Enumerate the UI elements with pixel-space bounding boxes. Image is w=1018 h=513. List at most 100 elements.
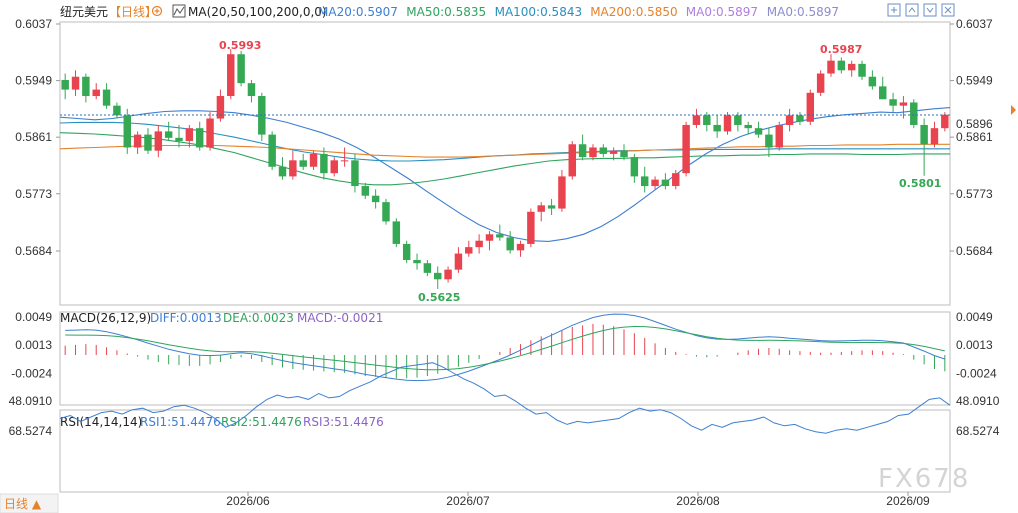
rsi2-value: RSI2:51.4476 — [221, 415, 302, 429]
candle — [371, 189, 380, 209]
candle-body — [785, 115, 794, 125]
candle-body — [330, 160, 338, 174]
candle — [837, 57, 846, 74]
ma-line-ma200 — [59, 143, 950, 158]
candle-body — [237, 54, 245, 84]
candle — [268, 131, 276, 170]
candle — [661, 173, 670, 190]
macd-axis-right: 0.0049 0.0013 -0.0024 — [956, 310, 997, 381]
candle-body — [392, 221, 401, 244]
macd-panel-frame — [59, 311, 951, 406]
candle — [547, 198, 556, 215]
ma-value: MA0:0.5897 — [686, 5, 758, 19]
candle — [175, 124, 183, 148]
candle — [682, 121, 690, 177]
candle-body — [537, 205, 545, 212]
candle — [796, 112, 804, 125]
candle-body — [402, 243, 411, 261]
candle-body — [361, 186, 370, 196]
last-price-value: 0.5896 — [956, 117, 993, 131]
candle — [71, 70, 80, 97]
ma-line-ma20 — [59, 107, 951, 242]
candles — [61, 49, 949, 289]
candle-body — [599, 147, 608, 154]
candle-body — [320, 153, 328, 174]
candle-body — [568, 144, 576, 177]
candle — [889, 92, 897, 113]
period-label[interactable]: 【日线】 — [109, 5, 157, 19]
macd-diff-line — [65, 313, 945, 382]
candle-body — [382, 202, 390, 222]
ma-line-ma50 — [59, 132, 950, 186]
candle — [806, 89, 815, 125]
candle — [568, 141, 576, 180]
candle-body — [816, 73, 825, 93]
candle-body — [630, 157, 639, 177]
candle-body — [620, 150, 628, 158]
low-annotation-1: 0.5625 — [418, 291, 460, 304]
candle — [444, 266, 452, 283]
candle — [723, 112, 732, 135]
candle-body — [651, 179, 659, 187]
arrow-up-icon[interactable] — [905, 3, 919, 17]
candle-body — [413, 260, 421, 264]
header-bar: 纽元美元 【日线】 MA(20,50,100,200,0,0) MA20:0.5… — [60, 3, 955, 19]
candle — [382, 198, 390, 225]
symbol-label: 纽元美元 — [60, 5, 108, 19]
candle — [361, 182, 370, 199]
price-tick-left: 0.5773 — [15, 187, 52, 201]
macd-tick-left: 0.0013 — [15, 338, 52, 352]
candle — [475, 234, 483, 254]
candle-body — [154, 131, 163, 151]
candle — [278, 157, 287, 180]
macd-tick-left: 0.0049 — [15, 310, 52, 324]
candle — [920, 118, 928, 176]
price-tick-right: 0.5949 — [956, 74, 993, 88]
candle-body — [941, 114, 949, 129]
candle — [785, 108, 794, 132]
candle-body — [682, 124, 690, 174]
candle — [123, 108, 131, 154]
candle — [703, 112, 711, 132]
rsi-panel-frame — [59, 409, 951, 493]
candle — [847, 60, 856, 77]
candle — [216, 89, 225, 122]
watermark-logo: FX678 — [878, 464, 970, 494]
arrow-down-icon[interactable] — [923, 3, 937, 17]
candle — [516, 240, 525, 257]
macd-tick-right: 0.0013 — [956, 338, 993, 352]
candle — [558, 169, 566, 212]
candle — [827, 54, 835, 77]
period-selector-button[interactable]: 日线 ▲ — [0, 493, 59, 513]
macd-value: MACD:-0.0021 — [297, 311, 383, 325]
rsi-line-path — [59, 362, 951, 434]
time-tick-label: 2026/09 — [886, 494, 930, 508]
candle — [423, 260, 432, 277]
candle-body — [516, 243, 525, 251]
macd-axis-left: 0.0049 0.0013 -0.0024 — [11, 310, 52, 381]
close-icon[interactable] — [941, 3, 955, 17]
chart-settings-icon[interactable] — [887, 3, 901, 17]
candle-body — [754, 128, 763, 135]
price-tick-right: 0.5861 — [956, 130, 993, 144]
candle — [454, 247, 463, 273]
candle-body — [454, 253, 463, 270]
candle-body — [485, 234, 494, 241]
candle — [61, 73, 69, 100]
candle-body — [227, 54, 235, 97]
macd-tick-right: 0.0049 — [956, 310, 993, 324]
low-annotation-2: 0.5801 — [899, 177, 941, 190]
candle-body — [71, 76, 80, 90]
zoom-icon[interactable] — [151, 5, 163, 17]
candle-body — [930, 128, 939, 145]
candle — [392, 218, 401, 248]
candle — [351, 153, 359, 193]
candle — [102, 83, 111, 109]
candle — [402, 240, 411, 264]
ma-lines — [59, 107, 951, 242]
candle-body — [640, 176, 649, 187]
indicator-icon[interactable] — [172, 4, 186, 18]
candle-body — [371, 195, 380, 203]
candle — [754, 121, 763, 138]
